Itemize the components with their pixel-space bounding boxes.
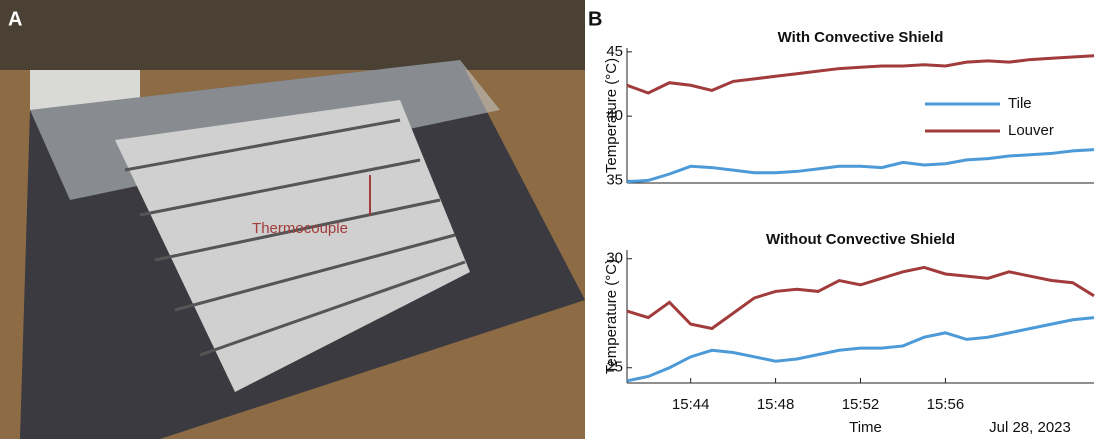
line-series [626, 316, 1095, 383]
y-axis-label: Temperature (°C) [603, 58, 620, 173]
x-tick-label: 15:52 [842, 396, 880, 413]
line-series [626, 54, 1095, 95]
photo-backdrop [0, 0, 585, 70]
y-tick-label: 45 [606, 43, 623, 60]
y-tick-label: 25 [606, 359, 623, 376]
chart-title: Without Convective Shield [766, 231, 955, 248]
x-tick-label: 15:44 [672, 396, 710, 413]
y-axis-label: Temperature (°C) [603, 259, 620, 374]
photo: Thermocouple A [0, 0, 585, 439]
chart-title: With Convective Shield [778, 29, 944, 46]
y-tick-label: 40 [606, 107, 623, 124]
panel-label: A [8, 8, 22, 30]
x-axis-label: Time [849, 419, 882, 436]
date-label: Jul 28, 2023 [989, 419, 1071, 436]
legend-label: Louver [1008, 122, 1054, 139]
louvers [124, 118, 466, 357]
y-tick-label: 30 [606, 250, 623, 267]
x-tick-label: 15:56 [927, 396, 965, 413]
y-tick-label: 35 [606, 171, 623, 188]
line-series [626, 265, 1095, 331]
panel-label: B [588, 8, 602, 30]
legend-label: Tile [1008, 95, 1032, 112]
x-tick-label: 15:48 [757, 396, 795, 413]
louver-area [115, 100, 470, 392]
annotation: Thermocouple [252, 220, 348, 237]
line-series [626, 148, 1095, 184]
